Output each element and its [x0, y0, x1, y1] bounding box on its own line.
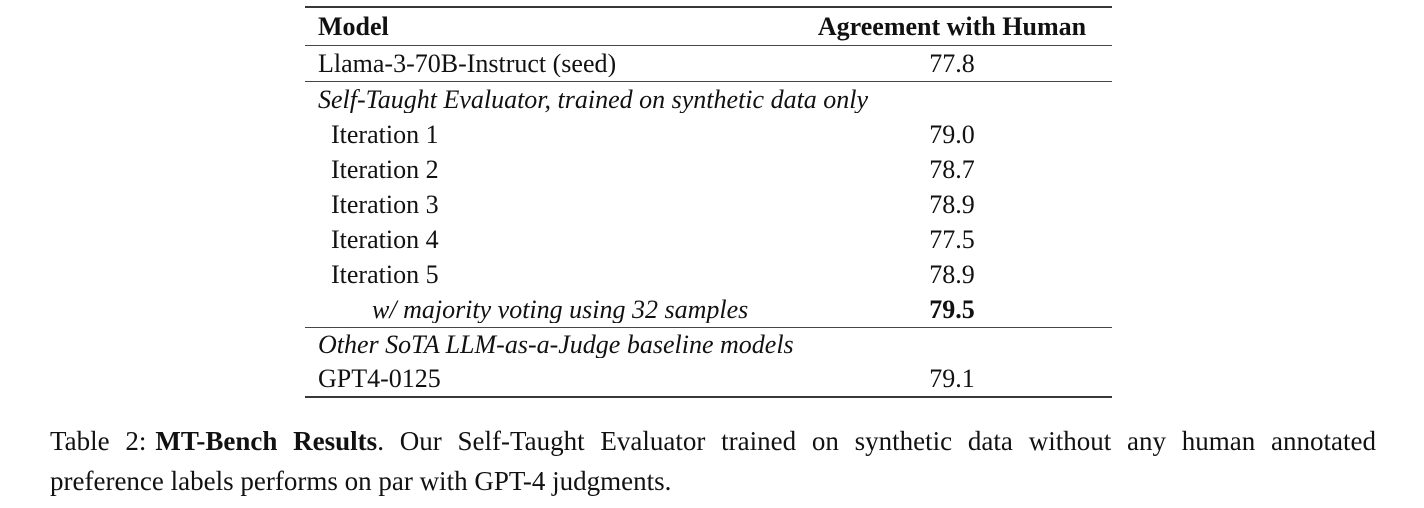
- table-row: Iteration 4 77.5: [305, 222, 1112, 257]
- mt-bench-results-table: Model Agreement with Human Llama-3-70B-I…: [305, 6, 1112, 398]
- model-cell: Iteration 3: [331, 191, 439, 218]
- self-taught-group: Self-Taught Evaluator, trained on synthe…: [305, 82, 1112, 328]
- agreement-cell: 77.8: [929, 48, 975, 78]
- model-cell: Iteration 2: [331, 156, 439, 183]
- baselines-group: Other SoTA LLM-as-a-Judge baseline model…: [305, 328, 1112, 396]
- table-row: Iteration 3 78.9: [305, 187, 1112, 222]
- seed-model-group: Llama-3-70B-Instruct (seed) 77.8: [305, 46, 1112, 82]
- model-cell: Iteration 1: [331, 121, 439, 148]
- model-cell: Iteration 4: [331, 226, 439, 253]
- agreement-cell: 78.9: [929, 189, 975, 219]
- table-caption: Table 2: MT-Bench Results. Our Self-Taugh…: [50, 421, 1376, 501]
- caption-title: MT-Bench Results: [155, 426, 378, 456]
- agreement-cell: 79.1: [929, 364, 975, 393]
- table-row: Iteration 5 78.9: [305, 257, 1112, 292]
- table-header-row: Model Agreement with Human: [305, 8, 1112, 45]
- table-header-group: Model Agreement with Human: [305, 8, 1112, 46]
- section-label: Other SoTA LLM-as-a-Judge baseline model…: [318, 332, 794, 358]
- column-header-agreement: Agreement with Human: [817, 11, 1087, 41]
- model-cell: w/ majority voting using 32 samples: [372, 296, 749, 323]
- table-section-row: Other SoTA LLM-as-a-Judge baseline model…: [305, 328, 1112, 362]
- table-row: GPT4-0125 79.1: [305, 362, 1112, 396]
- agreement-cell: 79.0: [929, 119, 975, 149]
- table-row: w/ majority voting using 32 samples 79.5: [305, 292, 1112, 327]
- caption-body: . Our Self-Taught Evaluator trained on s…: [50, 426, 1376, 496]
- agreement-cell: 78.9: [929, 259, 975, 289]
- agreement-cell: 77.5: [929, 224, 975, 254]
- agreement-cell: 79.5: [929, 294, 975, 324]
- table-row: Llama-3-70B-Instruct (seed) 77.8: [305, 46, 1112, 81]
- section-label: Self-Taught Evaluator, trained on synthe…: [318, 86, 869, 113]
- table-row: Iteration 1 79.0: [305, 117, 1112, 152]
- model-cell: Iteration 5: [331, 261, 439, 288]
- column-header-model: Model: [318, 13, 389, 40]
- model-cell: GPT4-0125: [318, 366, 441, 392]
- table-row: Iteration 2 78.7: [305, 152, 1112, 187]
- agreement-cell: 78.7: [929, 154, 975, 184]
- model-cell: Llama-3-70B-Instruct (seed): [318, 50, 617, 77]
- table-section-row: Self-Taught Evaluator, trained on synthe…: [305, 82, 1112, 117]
- caption-prefix: Table 2:: [50, 426, 147, 456]
